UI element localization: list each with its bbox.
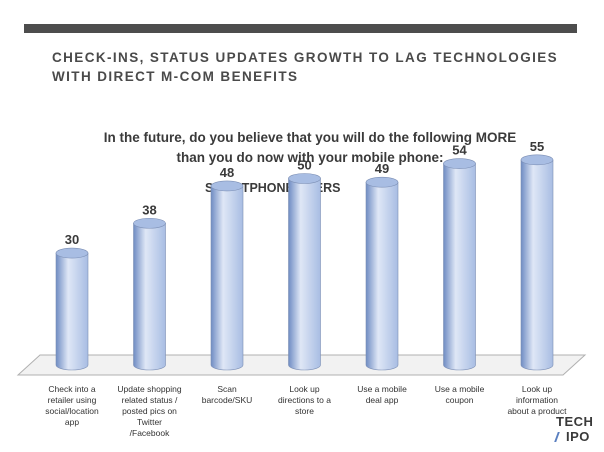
bar-body bbox=[210, 185, 244, 371]
question-line-2: than you do now with your mobile phone: bbox=[176, 150, 444, 165]
category-label-3: Scan barcode/SKU bbox=[202, 384, 253, 405]
question-line-1: In the future, do you believe that you w… bbox=[103, 130, 517, 145]
bar-5 bbox=[365, 176, 399, 371]
bar-body bbox=[365, 181, 399, 371]
category-label-5: Use a mobile deal app bbox=[357, 384, 407, 405]
bar-7 bbox=[520, 154, 554, 371]
category-label-4: Look up directions to a store bbox=[278, 384, 331, 416]
bar-1 bbox=[55, 247, 89, 371]
bar-top bbox=[288, 173, 321, 184]
value-label-7: 55 bbox=[530, 139, 544, 154]
value-label-3: 48 bbox=[220, 165, 234, 180]
bar-body bbox=[520, 159, 554, 371]
logo-line-2: IPO bbox=[566, 429, 590, 444]
category-label-1: Check into a retailer using social/locatio… bbox=[45, 384, 99, 427]
value-label-6: 54 bbox=[452, 143, 467, 158]
value-label-1: 30 bbox=[65, 232, 79, 247]
bar-top bbox=[443, 158, 476, 169]
bar-top bbox=[55, 247, 89, 259]
value-label-5: 49 bbox=[375, 161, 389, 176]
survey-question: In the future, do you believe that you w… bbox=[60, 128, 560, 168]
value-label-4: 50 bbox=[297, 158, 311, 173]
bar-body bbox=[443, 163, 476, 371]
category-label-7: Look up information about a product bbox=[507, 384, 567, 416]
page-headline: CHECK-INS, STATUS UPDATES GROWTH TO LAG … bbox=[52, 50, 559, 84]
bar-body bbox=[288, 178, 321, 371]
bar-6 bbox=[443, 158, 476, 371]
bar-top bbox=[365, 176, 399, 188]
logo-arrow-icon bbox=[554, 432, 567, 442]
bar-body bbox=[55, 252, 89, 371]
bars-group: 30 Check into a retailer using social/locat… bbox=[45, 139, 567, 438]
category-label-2: Update shopping related status / posted pi… bbox=[117, 384, 182, 438]
bar-4 bbox=[288, 173, 321, 371]
bar-top bbox=[520, 154, 554, 166]
bar-2 bbox=[133, 217, 166, 371]
techipo-logo: TECH IPO bbox=[554, 414, 596, 444]
value-label-2: 38 bbox=[142, 202, 156, 217]
bar-top bbox=[133, 217, 166, 229]
top-accent-bar bbox=[24, 24, 577, 33]
bar-3 bbox=[210, 180, 244, 371]
logo-line-1: TECH bbox=[556, 414, 594, 429]
bar-body bbox=[133, 222, 166, 371]
bar-top bbox=[210, 180, 244, 192]
category-label-6: Use a mobile coupon bbox=[435, 384, 485, 405]
